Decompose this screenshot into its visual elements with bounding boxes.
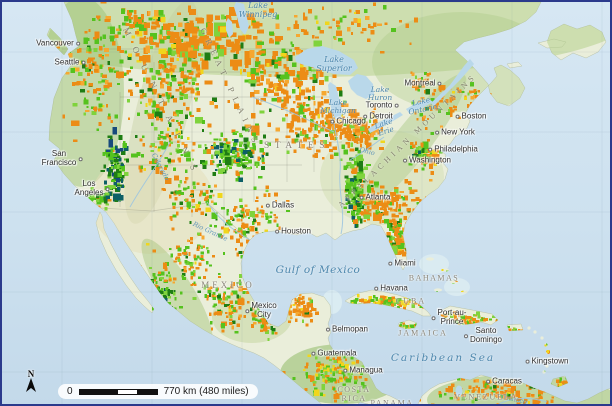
lakes <box>226 2 474 397</box>
north-arrow: N <box>24 370 38 397</box>
data-patches-layer <box>56 2 582 404</box>
scale-bar: 0 770 km (480 miles) <box>58 384 258 399</box>
scale-zero: 0 <box>67 386 73 397</box>
scale-distance: 770 km (480 miles) <box>163 386 249 397</box>
rivers <box>129 96 548 404</box>
north-letter: N <box>27 369 35 379</box>
north-arrow-icon <box>26 378 36 392</box>
scale-bar-segments <box>78 388 158 395</box>
